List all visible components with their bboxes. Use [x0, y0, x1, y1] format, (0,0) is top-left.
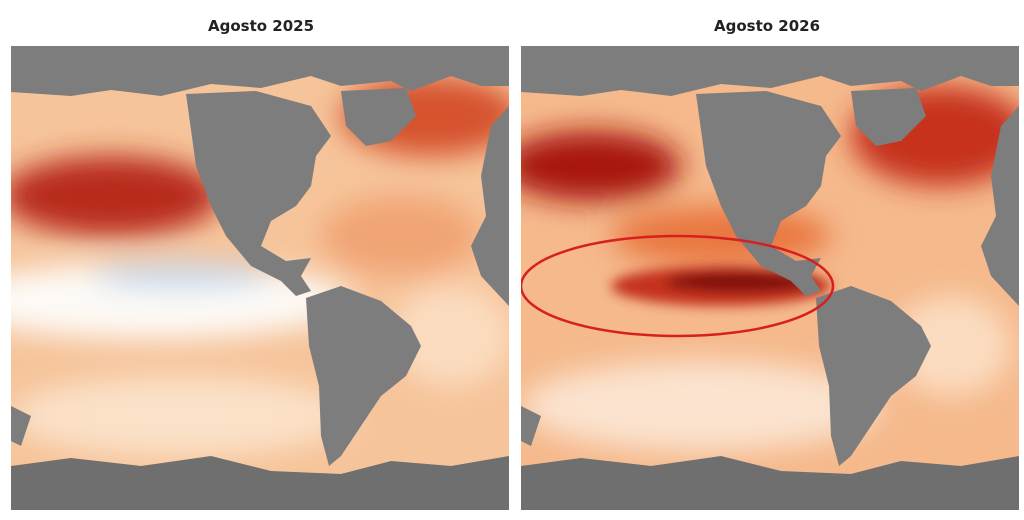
map-panel: [11, 46, 509, 510]
map-panel: [521, 46, 1019, 510]
panel-title: Agosto 2026: [714, 17, 820, 35]
highlight-ellipse: [521, 234, 835, 338]
panel-title: Agosto 2025: [208, 17, 314, 35]
